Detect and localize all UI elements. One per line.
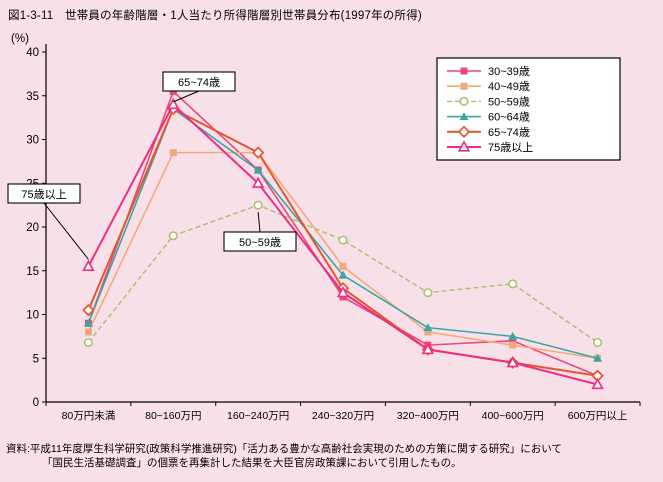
series-marker: [424, 328, 432, 336]
series-marker: [460, 67, 468, 75]
series-marker: [84, 328, 92, 336]
y-axis-tick-label: 0: [33, 397, 39, 409]
annotation-leader-line: [43, 202, 89, 260]
series-marker: [593, 353, 603, 362]
y-axis-tick-label: 15: [26, 266, 39, 278]
series-marker: [457, 125, 471, 139]
series-marker: [251, 176, 265, 188]
series-marker: [251, 146, 265, 159]
series-50~59歳: [83, 200, 603, 348]
series-75歳以上: [82, 97, 604, 390]
series-marker: [459, 112, 469, 121]
series-marker: [253, 165, 263, 174]
series-marker: [508, 279, 518, 289]
series-marker: [459, 96, 469, 106]
series-marker: [506, 355, 519, 368]
annotation-box: [162, 71, 236, 92]
x-axis-category-label: 240~320万円: [312, 410, 374, 422]
series-marker: [336, 285, 350, 298]
source-line-1: 資料:平成11年度厚生科学研究(政策科学推進研究)「活力ある豊かな高齢社会実現の…: [6, 443, 562, 455]
y-axis-tick-label: 35: [26, 91, 39, 103]
series-marker: [593, 337, 603, 348]
x-axis-category-label: 600万円以上: [568, 410, 628, 422]
y-axis-tick-label: 40: [26, 47, 39, 59]
x-axis-category-label: 160~240万円: [227, 410, 289, 422]
annotation-leader-line: [257, 212, 261, 233]
source-note: 資料:平成11年度厚生科学研究(政策科学推進研究)「活力ある豊かな高齢社会実現の…: [6, 442, 661, 470]
legend-item-label: 75歳以上: [488, 141, 533, 154]
series-marker: [421, 342, 435, 355]
series-marker: [423, 323, 433, 332]
legend-item: 30~39歳: [447, 65, 530, 78]
legend-item: 50~59歳: [447, 95, 530, 108]
series-marker: [83, 318, 93, 327]
x-axis-category-label: 80~160万円: [145, 410, 201, 422]
legend-item-label: 50~59歳: [488, 95, 530, 108]
legend-item: 40~49歳: [447, 80, 530, 93]
annotation-label: 75歳以上: [21, 188, 66, 201]
line-chart: 0510152025303540(%)80万円未満80~160万円160~240…: [7, 33, 641, 422]
chart-area: 0510152025303540(%)80万円未満80~160万円160~240…: [0, 26, 663, 428]
series-marker: [460, 82, 468, 90]
legend-item: 75歳以上: [447, 140, 533, 154]
series-marker: [83, 337, 93, 348]
annotation-leader-line: [173, 90, 200, 103]
annotation-box: [223, 231, 297, 252]
annotation-label: 50~59歳: [239, 236, 281, 249]
legend-item-label: 60~64歳: [488, 111, 530, 124]
series-marker: [591, 377, 604, 390]
series-line: [87, 151, 598, 360]
y-axis-tick-label: 20: [26, 222, 39, 234]
series-marker: [338, 270, 348, 279]
series-marker: [508, 331, 518, 340]
series-marker: [338, 235, 348, 245]
legend-item-label: 40~49歳: [488, 80, 530, 93]
y-axis-tick-label: 30: [26, 135, 39, 147]
annotation: 65~74歳: [162, 71, 236, 103]
series-marker: [509, 341, 517, 349]
series-marker: [82, 259, 95, 272]
series-40~49歳: [84, 149, 602, 362]
annotation: 75歳以上: [7, 183, 89, 260]
series-marker: [339, 262, 347, 270]
annotation-label: 65~74歳: [178, 76, 220, 89]
x-axis-category-label: 400~600万円: [482, 410, 544, 422]
legend: 30~39歳 40~49歳 50~59歳 60~64歳 65~74歳 75歳以上: [436, 57, 621, 161]
annotation: 50~59歳: [223, 212, 297, 252]
legend-item-label: 65~74歳: [488, 126, 530, 139]
source-line-2: 「国民生活基礎調査」の個票を再集計した結果を大臣官房政策課において引用したもの。: [42, 457, 462, 469]
series-marker: [423, 288, 433, 298]
series-marker: [509, 337, 517, 345]
y-axis-tick-label: 5: [33, 353, 39, 365]
series-marker: [253, 200, 263, 210]
annotation-box: [7, 183, 81, 204]
figure-title: 図1-3-11 世帯員の年齢階層・1人当たり所得階層別世帯員分布(1997年の所…: [8, 10, 422, 22]
series-marker: [168, 231, 178, 241]
x-axis-category-label: 80万円未満: [62, 410, 116, 422]
x-axis-category-label: 320~400万円: [397, 410, 459, 422]
legend-item-label: 30~39歳: [488, 65, 530, 78]
series-marker: [457, 140, 471, 152]
legend-item: 65~74歳: [447, 125, 530, 139]
series-marker: [82, 303, 95, 317]
legend-box: [436, 57, 621, 161]
series-marker: [169, 149, 177, 157]
legend-item: 60~64歳: [447, 111, 530, 124]
series-marker: [167, 97, 180, 110]
y-axis-tick-label: 10: [26, 310, 39, 322]
y-axis-unit-label: (%): [11, 33, 29, 45]
